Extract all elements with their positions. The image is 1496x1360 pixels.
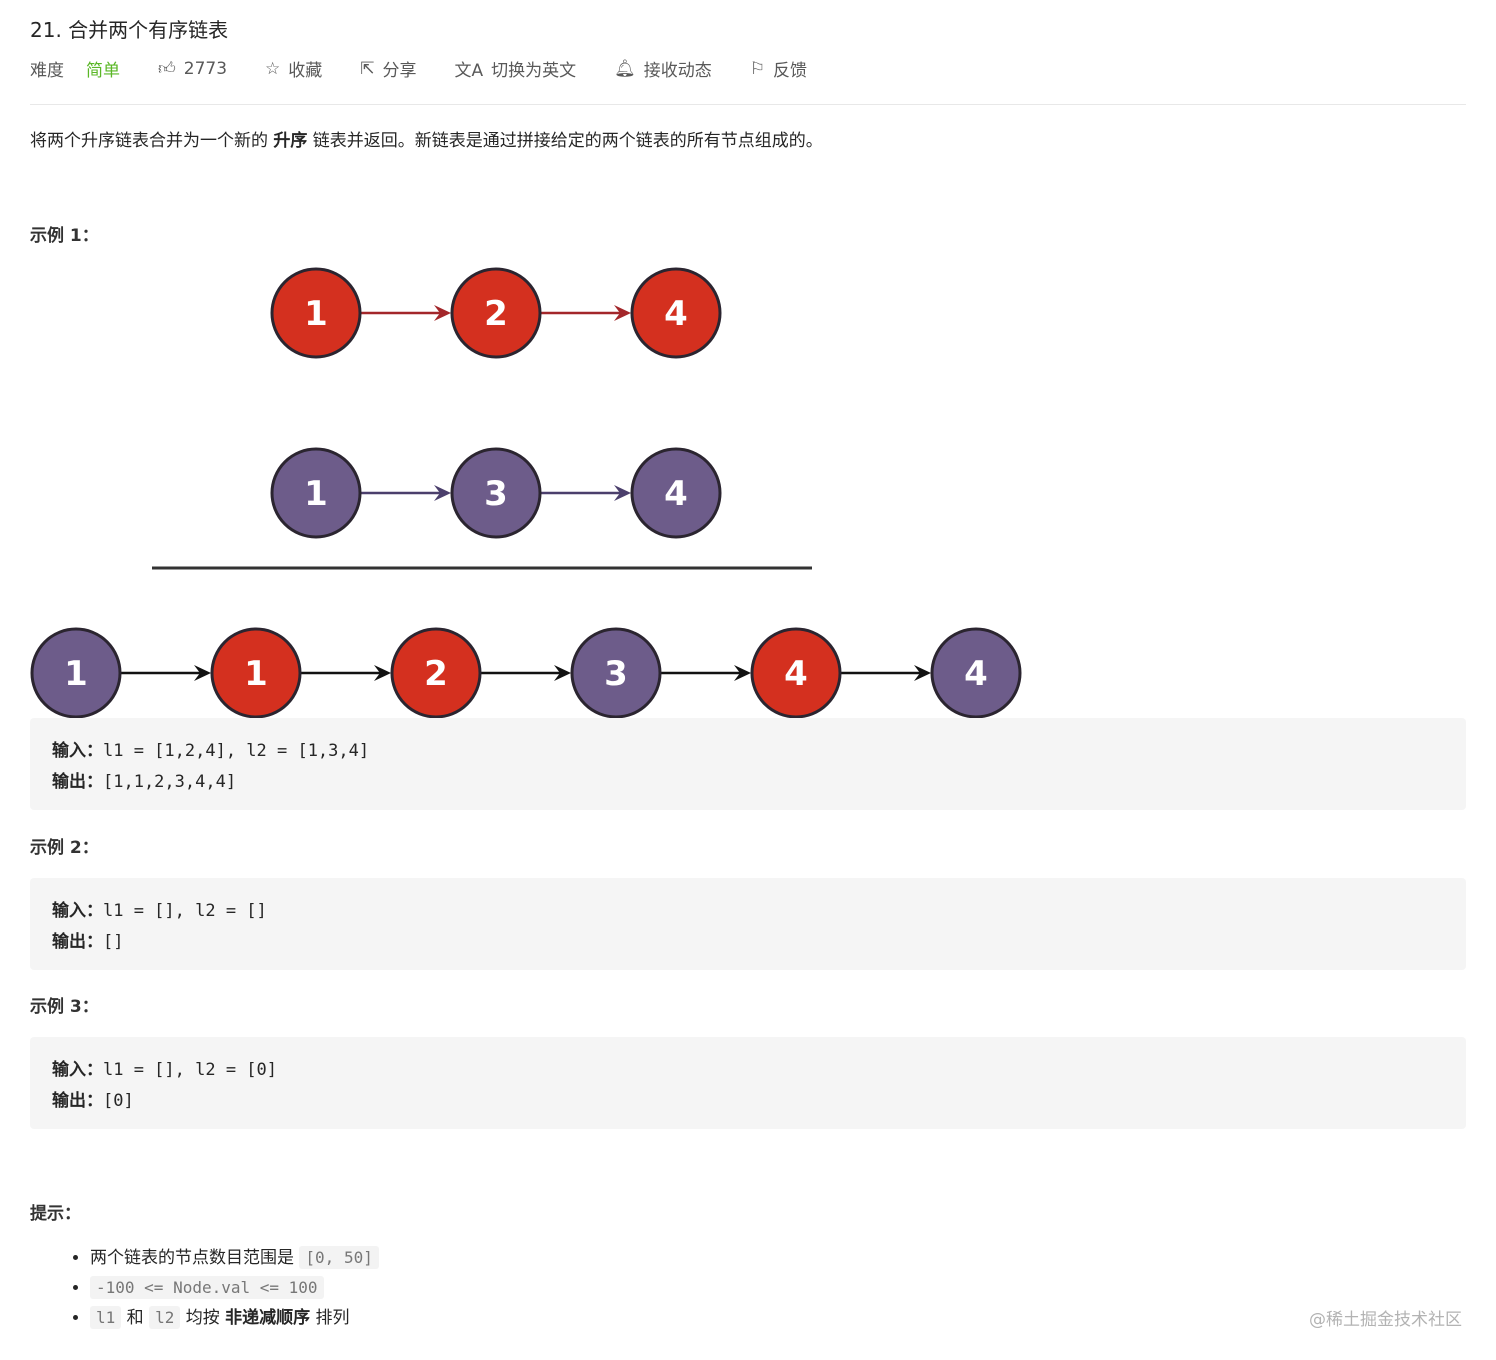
l1-node — [450, 267, 542, 359]
difficulty-value: 简单 — [86, 61, 120, 81]
like-button[interactable]: 👍︎ 2773 — [158, 58, 228, 80]
feedback-icon: ⚐ — [749, 58, 766, 79]
divider — [30, 104, 1466, 105]
linked-list-diagram: 1 2 4 1 3 4 1 1 2 3 4 4 — [30, 267, 1022, 719]
example-2-code: 输入：l1 = [], l2 = [] 输出：[] — [30, 878, 1466, 970]
merged-node-label: 4 — [784, 654, 808, 694]
example-3-title: 示例 3： — [30, 997, 99, 1017]
input-value: l1 = [1,2,4], l2 = [1,3,4] — [103, 741, 370, 761]
l2-arrowhead — [614, 485, 631, 501]
merged-node — [570, 627, 662, 719]
merged-arrowhead — [554, 665, 571, 681]
merged-node — [750, 627, 842, 719]
feedback-button[interactable]: ⚐ 反馈 — [749, 56, 808, 82]
l2-node — [270, 447, 362, 539]
merged-node — [930, 627, 1022, 719]
favorite-label: 收藏 — [288, 61, 323, 81]
output-value: [0] — [103, 1091, 134, 1111]
output-label: 输出： — [52, 1091, 103, 1111]
merged-arrowhead — [914, 665, 931, 681]
meta-bar: 难度 简单 👍︎ 2773 ☆ 收藏 ⇱ 分享 文A 切换为英文 🔔︎ 接收动态 ⚐ 反馈 — [30, 56, 845, 82]
inline-code: l1 — [90, 1306, 122, 1329]
switch-language-button[interactable]: 文A 切换为英文 — [455, 56, 577, 81]
l2-node — [630, 447, 722, 539]
hint-bold: 非递减顺序 — [225, 1308, 311, 1328]
share-label: 分享 — [382, 61, 417, 81]
inline-code: -100 <= Node.val <= 100 — [90, 1276, 324, 1299]
input-label: 输入： — [52, 901, 103, 921]
like-count: 2773 — [183, 58, 228, 79]
hint-text: 两个链表的节点数目范围是 — [90, 1248, 300, 1268]
l2-node-label: 3 — [484, 474, 508, 514]
share-button[interactable]: ⇱ 分享 — [360, 56, 417, 82]
merged-node-label: 2 — [424, 654, 448, 694]
input-value: l1 = [], l2 = [] — [103, 901, 267, 921]
hint-text: 排列 — [310, 1308, 350, 1328]
problem-description: 将两个升序链表合并为一个新的 升序 链表并返回。新链表是通过拼接给定的两个链表的… — [30, 126, 823, 151]
favorite-button[interactable]: ☆ 收藏 — [265, 56, 323, 82]
l1-node — [270, 267, 362, 359]
problem-title: 21. 合并两个有序链表 — [30, 18, 229, 42]
translate-icon: 文A — [454, 61, 484, 81]
output-value: [] — [103, 932, 124, 952]
l1-node — [630, 267, 722, 359]
input-label: 输入： — [52, 1060, 103, 1080]
example-3-code: 输入：l1 = [], l2 = [0] 输出：[0] — [30, 1037, 1466, 1129]
output-label: 输出： — [52, 932, 103, 952]
hint-item: -100 <= Node.val <= 100 — [90, 1273, 379, 1303]
example-1-title: 示例 1： — [30, 226, 99, 246]
hint-item: 两个链表的节点数目范围是 [0, 50] — [90, 1243, 379, 1273]
l2-node-label: 4 — [664, 474, 688, 514]
merged-node — [210, 627, 302, 719]
hints-title: 提示： — [30, 1204, 81, 1224]
merged-node-label: 1 — [244, 654, 268, 694]
merged-arrowhead — [734, 665, 751, 681]
output-value: [1,1,2,3,4,4] — [103, 772, 237, 792]
example-2-title: 示例 2： — [30, 838, 99, 858]
share-icon: ⇱ — [360, 58, 375, 79]
difficulty-label: 难度 — [30, 61, 64, 81]
input-label: 输入： — [52, 741, 103, 761]
merged-node — [30, 627, 122, 719]
merged-arrowhead — [194, 665, 211, 681]
l1-node-label: 4 — [664, 294, 688, 334]
output-label: 输出： — [52, 772, 103, 792]
l1-arrowhead — [614, 305, 631, 321]
inline-code: [0, 50] — [299, 1246, 379, 1269]
desc-text-end: 链表并返回。新链表是通过拼接给定的两个链表的所有节点组成的。 — [307, 131, 823, 151]
feedback-label: 反馈 — [773, 61, 808, 81]
watermark: @稀土掘金技术社区 — [1309, 1310, 1462, 1330]
merged-node-label: 3 — [604, 654, 628, 694]
l1-arrowhead — [434, 305, 451, 321]
switch-language-label: 切换为英文 — [491, 61, 577, 81]
l2-arrowhead — [434, 485, 451, 501]
merged-node — [390, 627, 482, 719]
bell-icon: 🔔︎ — [614, 58, 636, 79]
subscribe-label: 接收动态 — [643, 61, 712, 81]
desc-bold: 升序 — [273, 131, 308, 151]
hint-text: 均按 — [180, 1308, 226, 1328]
hints-list: 两个链表的节点数目范围是 [0, 50] -100 <= Node.val <=… — [30, 1243, 379, 1333]
l2-node — [450, 447, 542, 539]
example-1-code: 输入：l1 = [1,2,4], l2 = [1,3,4] 输出：[1,1,2,3… — [30, 718, 1466, 810]
inline-code: l2 — [149, 1306, 181, 1329]
input-value: l1 = [], l2 = [0] — [103, 1060, 277, 1080]
hint-text: 和 — [121, 1308, 150, 1328]
merged-node-label: 1 — [64, 654, 88, 694]
star-icon: ☆ — [265, 58, 281, 79]
difficulty: 难度 简单 — [30, 56, 120, 81]
l1-node-label: 2 — [484, 294, 508, 334]
desc-text: 将两个升序链表合并为一个新的 — [30, 131, 274, 151]
merged-node-label: 4 — [964, 654, 988, 694]
subscribe-button[interactable]: 🔔︎ 接收动态 — [614, 56, 712, 82]
l1-node-label: 1 — [304, 294, 328, 334]
hint-item: l1 和 l2 均按 非递减顺序 排列 — [90, 1303, 379, 1333]
thumbs-up-icon: 👍︎ — [158, 59, 176, 79]
l2-node-label: 1 — [304, 474, 328, 514]
merged-arrowhead — [374, 665, 391, 681]
